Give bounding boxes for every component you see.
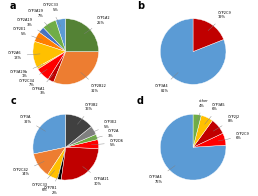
Wedge shape (35, 32, 66, 52)
Wedge shape (37, 52, 66, 69)
Wedge shape (193, 133, 226, 147)
Text: b: b (137, 1, 144, 11)
Wedge shape (193, 114, 201, 147)
Wedge shape (160, 19, 226, 84)
Wedge shape (66, 114, 91, 147)
Text: CYP3A4
76%: CYP3A4 76% (149, 166, 175, 184)
Wedge shape (48, 52, 66, 82)
Wedge shape (48, 147, 66, 179)
Text: CYP3A5
6%: CYP3A5 6% (205, 103, 226, 124)
Wedge shape (38, 52, 66, 79)
Wedge shape (66, 134, 98, 147)
Text: CYP3A29b
1%: CYP3A29b 1% (10, 64, 43, 78)
Wedge shape (43, 20, 66, 52)
Text: CYP4A21
30%: CYP4A21 30% (83, 167, 110, 186)
Text: CYP2C9
6%: CYP2C9 6% (218, 132, 250, 141)
Wedge shape (66, 19, 99, 52)
Text: CYP2C9
19%: CYP2C9 19% (208, 11, 232, 31)
Wedge shape (160, 114, 226, 180)
Text: CYP2C33
6%: CYP2C33 6% (32, 170, 55, 192)
Text: CYP2B22
31%: CYP2B22 31% (81, 73, 107, 93)
Text: c: c (10, 96, 16, 106)
Wedge shape (193, 115, 212, 147)
Text: CYP3B2
16%: CYP3B2 16% (77, 103, 99, 124)
Text: CYP3E2
5%: CYP3E2 5% (88, 120, 117, 134)
Text: CYP6A1
3%: CYP6A1 3% (32, 74, 53, 95)
Text: CYP2D6
5%: CYP2D6 5% (91, 139, 124, 147)
Wedge shape (55, 19, 66, 52)
Wedge shape (66, 140, 99, 149)
Text: CYP2J2
8%: CYP2J2 8% (213, 115, 239, 131)
Text: CYP3A29
7%: CYP3A29 7% (27, 9, 52, 30)
Text: CYP3A4
81%: CYP3A4 81% (155, 73, 178, 93)
Wedge shape (34, 147, 66, 175)
Text: CYP2E1
5%: CYP2E1 5% (13, 27, 43, 40)
Text: CYP7B1
2%: CYP7B1 2% (44, 172, 60, 195)
Wedge shape (193, 19, 224, 52)
Wedge shape (66, 127, 96, 147)
Text: CYP2C42
14%: CYP2C42 14% (13, 161, 44, 176)
Text: a: a (10, 1, 17, 11)
Wedge shape (33, 41, 66, 67)
Wedge shape (61, 147, 99, 180)
Text: CYP1A2
25%: CYP1A2 25% (84, 16, 111, 34)
Wedge shape (193, 121, 223, 147)
Wedge shape (39, 28, 66, 52)
Text: CYP2A6
13%: CYP2A6 13% (8, 51, 40, 60)
Wedge shape (54, 52, 99, 84)
Text: CYP2C34
7%: CYP2C34 7% (18, 69, 47, 87)
Text: CYP2A19
3%: CYP2A19 3% (17, 18, 46, 35)
Text: CYP2A
3%: CYP2A 3% (90, 129, 119, 139)
Text: CYP2C33
5%: CYP2C33 5% (43, 4, 61, 26)
Wedge shape (58, 147, 66, 180)
Wedge shape (33, 114, 66, 154)
Text: CYP3A
32%: CYP3A 32% (20, 115, 45, 131)
Text: other
4%: other 4% (197, 99, 208, 122)
Text: d: d (137, 96, 144, 106)
